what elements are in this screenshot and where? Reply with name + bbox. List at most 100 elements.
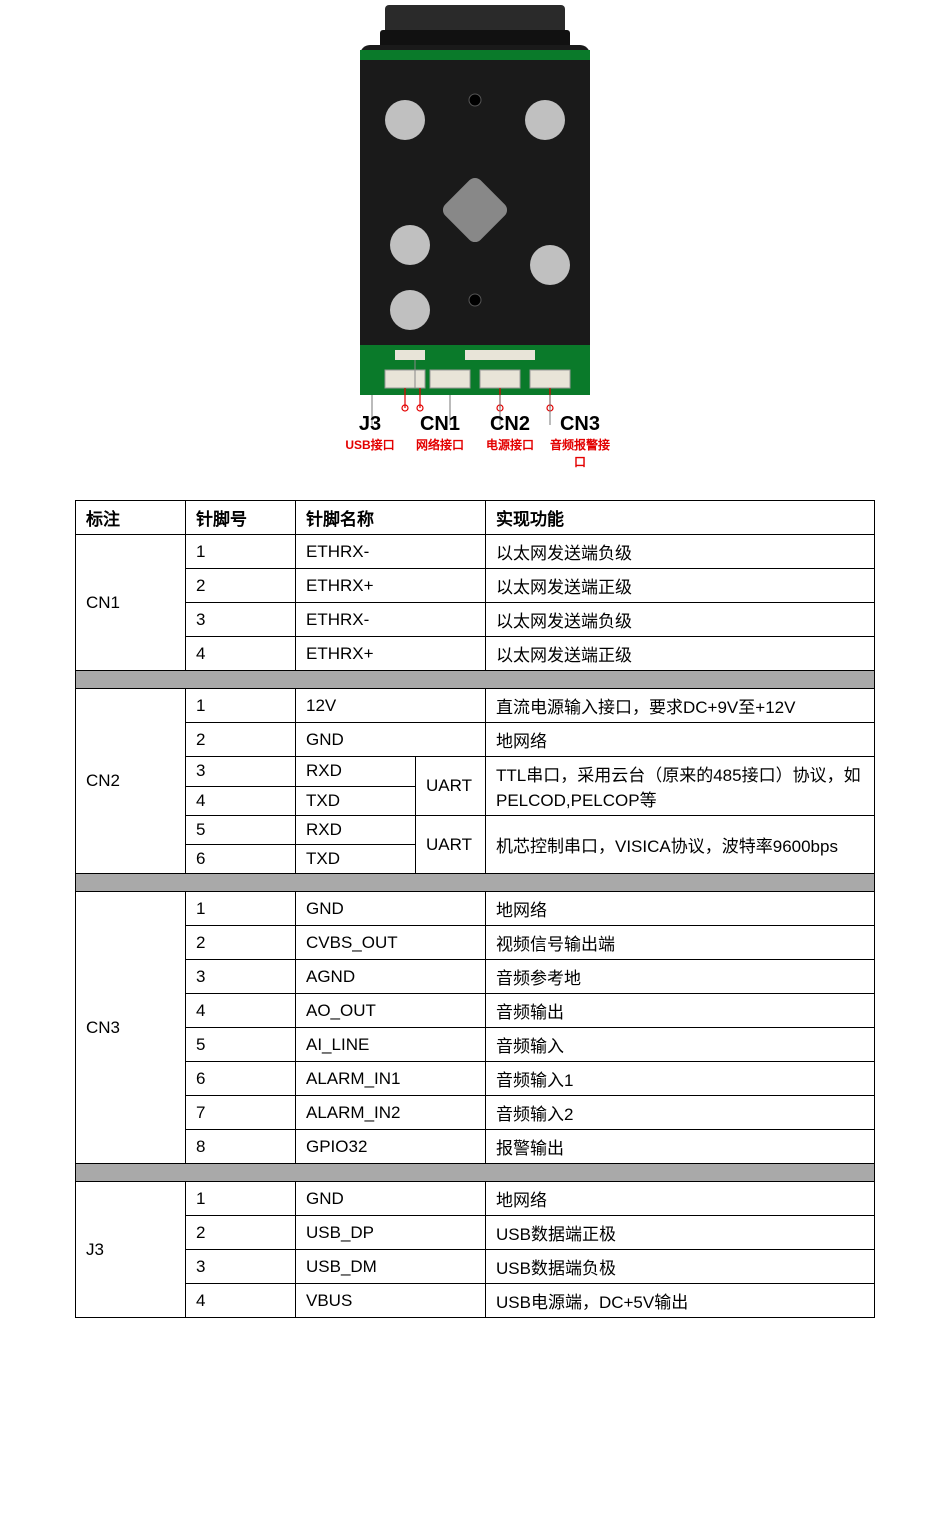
table-row: 2USB_DPUSB数据端正极 — [76, 1216, 875, 1250]
device-diagram: J3CN1CN2CN3 USB接口网络接口电源接口音频报警接口 — [0, 0, 950, 480]
pin-number: 8 — [186, 1130, 296, 1164]
pin-name: ETHRX- — [296, 535, 486, 569]
pin-function: 地网络 — [486, 892, 875, 926]
pin-name: ETHRX+ — [296, 569, 486, 603]
pin-name: CVBS_OUT — [296, 926, 486, 960]
table-row: J31GND地网络 — [76, 1182, 875, 1216]
connector-id: J3 — [335, 413, 405, 436]
pin-name: AO_OUT — [296, 994, 486, 1028]
pinout-table: 标注 针脚号 针脚名称 实现功能 CN11ETHRX-以太网发送端负级2ETHR… — [75, 500, 875, 1318]
table-row: 6ALARM_IN1音频输入1 — [76, 1062, 875, 1096]
pin-name: USB_DM — [296, 1250, 486, 1284]
pin-number: 2 — [186, 926, 296, 960]
pin-function: 直流电源输入接口，要求DC+9V至+12V — [486, 689, 875, 723]
connector-id: CN1 — [405, 413, 475, 436]
connector-desc: 电源接口 — [475, 436, 545, 470]
connector-desc: USB接口 — [335, 436, 405, 470]
device-svg — [265, 0, 685, 430]
pin-subgroup: UART — [416, 816, 486, 874]
table-row: 8GPIO32报警输出 — [76, 1130, 875, 1164]
pin-number: 4 — [186, 994, 296, 1028]
pin-name: ETHRX+ — [296, 637, 486, 671]
pin-function: USB数据端正极 — [486, 1216, 875, 1250]
pin-function: TTL串口，采用云台（原来的485接口）协议，如PELCOD,PELCOP等 — [486, 757, 875, 816]
pin-number: 4 — [186, 1284, 296, 1318]
pin-number: 3 — [186, 1250, 296, 1284]
pin-function: 音频输入 — [486, 1028, 875, 1062]
pin-name: GND — [296, 892, 486, 926]
table-row: 3ETHRX-以太网发送端负级 — [76, 603, 875, 637]
header-name: 针脚名称 — [296, 501, 486, 535]
pin-number: 1 — [186, 892, 296, 926]
table-row: 3RXDUARTTTL串口，采用云台（原来的485接口）协议，如PELCOD,P… — [76, 757, 875, 787]
pin-function: 音频参考地 — [486, 960, 875, 994]
section-label: CN1 — [76, 535, 186, 671]
connector-desc: 网络接口 — [405, 436, 475, 470]
pin-function: 以太网发送端负级 — [486, 603, 875, 637]
header-func: 实现功能 — [486, 501, 875, 535]
pin-number: 4 — [186, 637, 296, 671]
pin-function: 音频输入1 — [486, 1062, 875, 1096]
pin-name: GPIO32 — [296, 1130, 486, 1164]
pin-name: GND — [296, 723, 486, 757]
section-separator — [76, 874, 875, 892]
pin-name: VBUS — [296, 1284, 486, 1318]
pin-function: 音频输出 — [486, 994, 875, 1028]
table-row: 4AO_OUT音频输出 — [76, 994, 875, 1028]
pin-number: 3 — [186, 757, 296, 787]
pin-number: 5 — [186, 816, 296, 845]
pin-number: 3 — [186, 960, 296, 994]
table-header-row: 标注 针脚号 针脚名称 实现功能 — [76, 501, 875, 535]
pin-name: RXD — [296, 757, 416, 787]
pin-function: 地网络 — [486, 1182, 875, 1216]
pin-name: 12V — [296, 689, 486, 723]
pin-name: AGND — [296, 960, 486, 994]
pin-number: 2 — [186, 1216, 296, 1250]
section-label: CN3 — [76, 892, 186, 1164]
pin-function: 地网络 — [486, 723, 875, 757]
table-row: 2CVBS_OUT视频信号输出端 — [76, 926, 875, 960]
pin-name: RXD — [296, 816, 416, 845]
pin-number: 2 — [186, 569, 296, 603]
table-row: CN11ETHRX-以太网发送端负级 — [76, 535, 875, 569]
pin-number: 6 — [186, 845, 296, 874]
pin-name: ALARM_IN1 — [296, 1062, 486, 1096]
section-separator — [76, 1164, 875, 1182]
pin-number: 7 — [186, 1096, 296, 1130]
table-row: CN2112V直流电源输入接口，要求DC+9V至+12V — [76, 689, 875, 723]
table-row: CN31GND地网络 — [76, 892, 875, 926]
pin-name: ALARM_IN2 — [296, 1096, 486, 1130]
pin-function: 以太网发送端正级 — [486, 637, 875, 671]
pin-function: 以太网发送端正级 — [486, 569, 875, 603]
header-label: 标注 — [76, 501, 186, 535]
pin-number: 1 — [186, 689, 296, 723]
pin-name: ETHRX- — [296, 603, 486, 637]
table-row: 5AI_LINE音频输入 — [76, 1028, 875, 1062]
pin-number: 4 — [186, 786, 296, 816]
pin-function: 音频输入2 — [486, 1096, 875, 1130]
table-row: 2GND地网络 — [76, 723, 875, 757]
pin-name: GND — [296, 1182, 486, 1216]
section-label: CN2 — [76, 689, 186, 874]
pin-subgroup: UART — [416, 757, 486, 816]
pin-function: USB电源端，DC+5V输出 — [486, 1284, 875, 1318]
table-row: 7ALARM_IN2音频输入2 — [76, 1096, 875, 1130]
table-row: 5RXDUART机芯控制串口，VISICA协议，波特率9600bps — [76, 816, 875, 845]
pin-name: TXD — [296, 845, 416, 874]
table-row: 4ETHRX+以太网发送端正级 — [76, 637, 875, 671]
pin-name: TXD — [296, 786, 416, 816]
pin-function: 机芯控制串口，VISICA协议，波特率9600bps — [486, 816, 875, 874]
table-row: 3AGND音频参考地 — [76, 960, 875, 994]
table-row: 4VBUSUSB电源端，DC+5V输出 — [76, 1284, 875, 1318]
table-row: 2ETHRX+以太网发送端正级 — [76, 569, 875, 603]
table-row: 3USB_DMUSB数据端负极 — [76, 1250, 875, 1284]
section-separator — [76, 671, 875, 689]
pin-number: 6 — [186, 1062, 296, 1096]
connector-id: CN2 — [475, 413, 545, 436]
pin-number: 3 — [186, 603, 296, 637]
header-pin: 针脚号 — [186, 501, 296, 535]
pin-number: 1 — [186, 535, 296, 569]
connector-labels-block: J3CN1CN2CN3 USB接口网络接口电源接口音频报警接口 — [0, 413, 950, 470]
pin-number: 1 — [186, 1182, 296, 1216]
pin-function: USB数据端负极 — [486, 1250, 875, 1284]
